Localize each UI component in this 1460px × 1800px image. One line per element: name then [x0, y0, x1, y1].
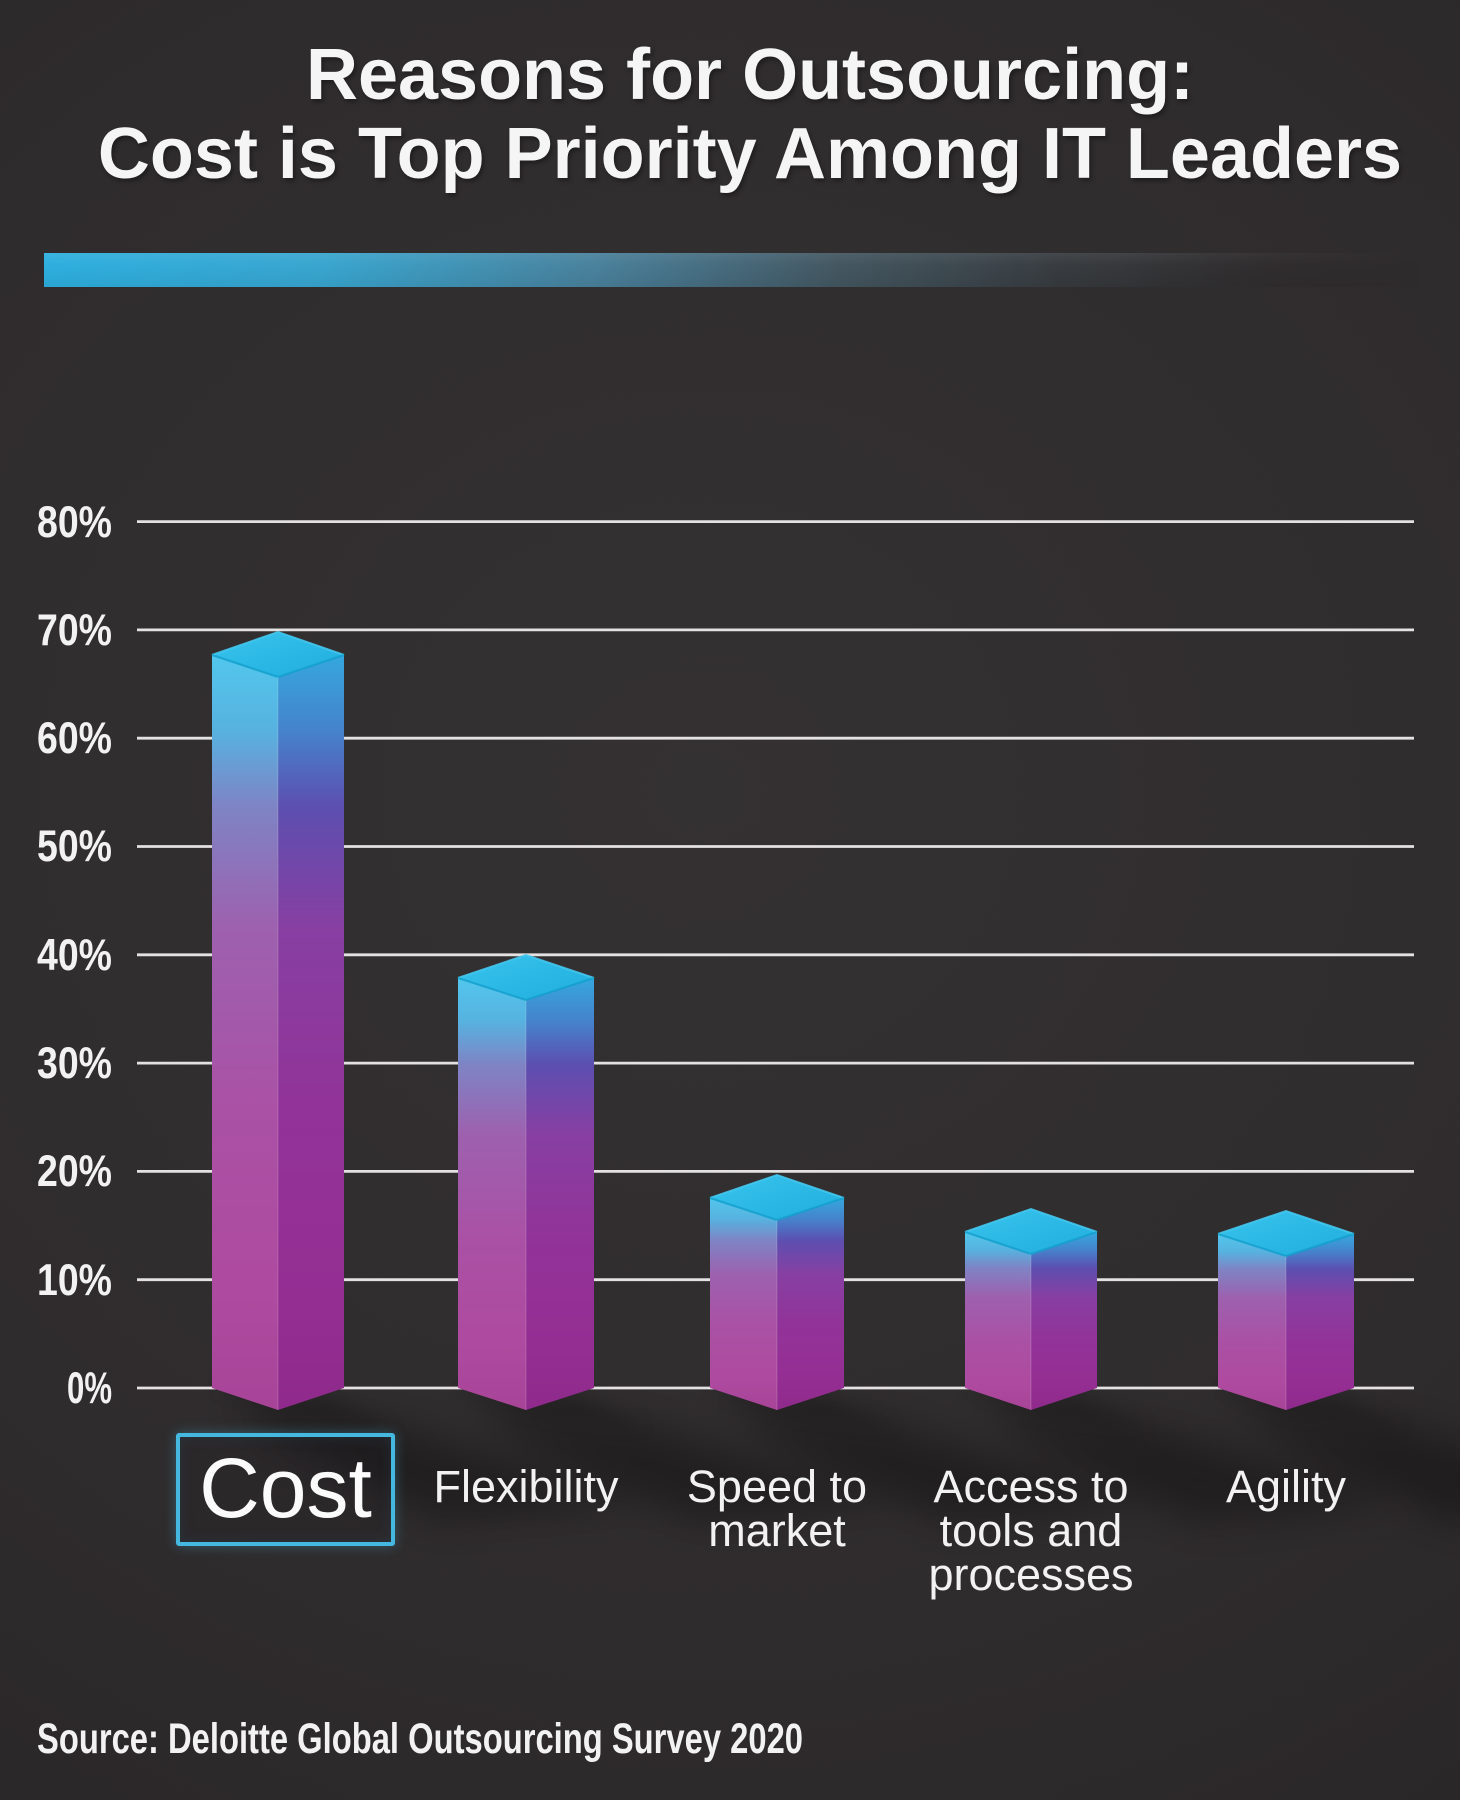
svg-text:30%: 30% [37, 1039, 112, 1088]
svg-text:80%: 80% [37, 498, 112, 547]
svg-text:10%: 10% [37, 1256, 112, 1305]
svg-text:60%: 60% [37, 714, 112, 763]
svg-text:50%: 50% [37, 822, 112, 871]
svg-text:20%: 20% [37, 1147, 112, 1196]
svg-text:0%: 0% [67, 1364, 112, 1413]
svg-text:Source: Deloitte Global Outsou: Source: Deloitte Global Outsourcing Surv… [37, 1715, 803, 1763]
svg-text:70%: 70% [37, 606, 112, 655]
svg-text:40%: 40% [37, 931, 112, 980]
